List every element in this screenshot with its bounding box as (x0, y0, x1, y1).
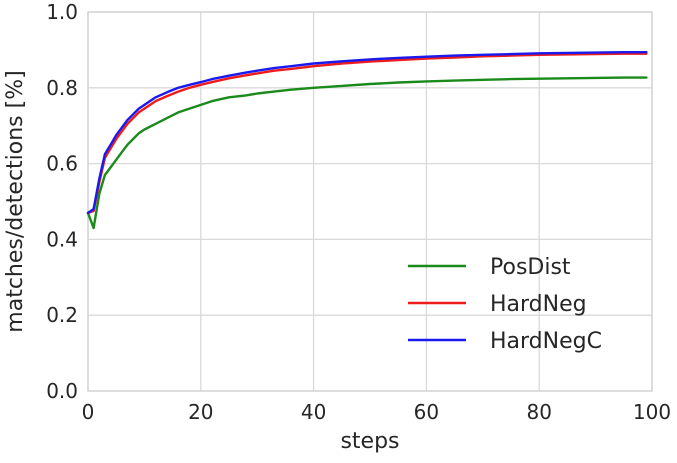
legend-label-hardneg: HardNeg (490, 292, 587, 317)
series-lines (86, 51, 648, 230)
x-tick-labels: 0 20 40 60 80 100 (82, 400, 671, 424)
x-axis-label: steps (340, 429, 399, 454)
series-line-hardnegc (86, 51, 648, 215)
plot-frame (87, 11, 653, 392)
legend: PosDist HardNeg HardNegC (408, 255, 602, 354)
y-tick-label: 0.6 (46, 152, 78, 176)
legend-label-hardnegc: HardNegC (490, 329, 602, 354)
y-tick-label: 1.0 (46, 0, 78, 24)
y-tick-label: 0.4 (46, 227, 78, 251)
y-tick-label: 0.2 (46, 303, 78, 327)
series-line-hardneg (86, 52, 648, 215)
x-tick-label: 80 (526, 400, 551, 424)
y-axis-label: matches/detections [%] (3, 70, 28, 332)
legend-label-posdist: PosDist (490, 255, 571, 280)
y-tick-label: 0.8 (46, 76, 78, 100)
x-tick-label: 20 (188, 400, 213, 424)
y-tick-labels: 0.0 0.2 0.4 0.6 0.8 1.0 (46, 0, 78, 403)
x-tick-label: 0 (82, 400, 95, 424)
x-tick-label: 60 (414, 400, 439, 424)
y-tick-label: 0.0 (46, 379, 78, 403)
x-tick-label: 100 (633, 400, 671, 424)
series-line-posdist (86, 76, 648, 230)
x-tick-label: 40 (301, 400, 326, 424)
